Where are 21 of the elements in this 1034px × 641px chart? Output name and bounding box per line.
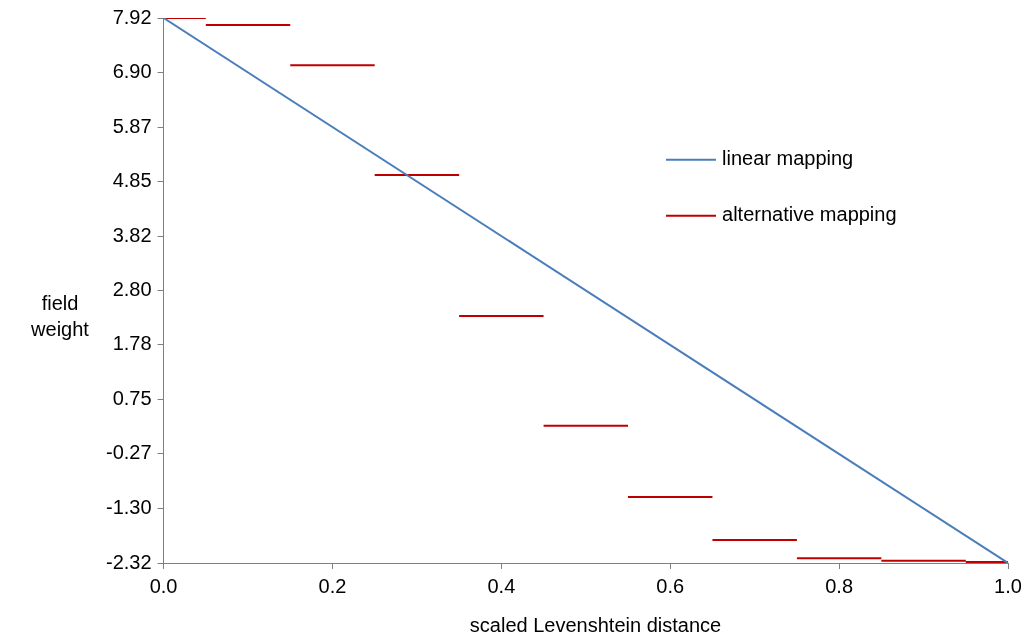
x-tick-label: 0.0 xyxy=(149,574,178,597)
y-tick-label: 3.82 xyxy=(112,223,152,246)
y-tick-label: 5.87 xyxy=(112,114,152,137)
x-tick-label: 0.6 xyxy=(656,574,685,597)
y-tick-label: 4.85 xyxy=(112,168,152,191)
y-tick-label: 7.92 xyxy=(112,5,152,28)
legend-label: alternative mapping xyxy=(722,203,897,226)
y-tick-label: 2.80 xyxy=(112,278,152,301)
y-tick-label: 6.90 xyxy=(112,59,152,82)
x-tick-label: 0.4 xyxy=(487,574,516,597)
x-tick-label: 0.2 xyxy=(318,574,347,597)
x-tick-label: 0.8 xyxy=(825,574,854,597)
x-tick-label: 1.0 xyxy=(994,574,1022,597)
x-axis-title: scaled Levenshtein distance xyxy=(468,614,723,637)
y-tick-label: -0.27 xyxy=(105,441,152,464)
y-axis-title: field weight xyxy=(30,291,90,342)
y-tick-label: -1.30 xyxy=(105,496,152,519)
legend-label: linear mapping xyxy=(722,147,854,170)
y-tick-label: -2.32 xyxy=(105,550,152,573)
y-tick-label: 1.78 xyxy=(112,332,152,355)
y-tick-label: 0.75 xyxy=(112,387,152,410)
